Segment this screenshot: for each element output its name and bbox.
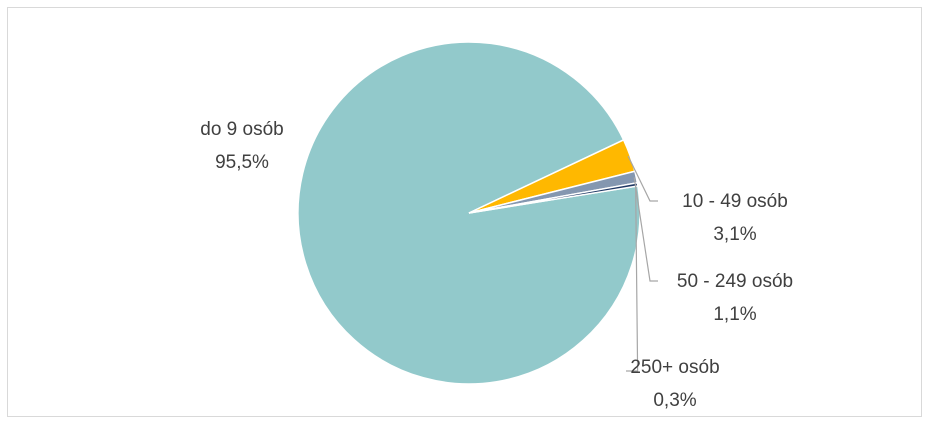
leader-lines [626, 155, 658, 372]
leader-line-4 [626, 184, 639, 372]
slice-value-1: 95,5% [215, 152, 269, 173]
slice-labels: do 9 osób 95,5% 10 - 49 osób 3,1% 50 - 249 o… [200, 119, 793, 411]
slice-value-3: 1,1% [713, 304, 756, 325]
pie-slice-4 [468, 181, 639, 214]
leader-line-2 [627, 155, 658, 202]
slice-value-2: 3,1% [713, 224, 756, 245]
slice-label-2: 10 - 49 osób [682, 191, 788, 212]
slice-label-1: do 9 osób [200, 119, 283, 140]
slice-value-4: 0,3% [653, 390, 696, 411]
leader-line-3 [633, 177, 658, 282]
slice-label-4: 250+ osób [630, 357, 719, 378]
pie-slices [297, 41, 641, 385]
slice-label-3: 50 - 249 osób [677, 271, 793, 292]
chart-frame: do 9 osób 95,5% 10 - 49 osób 3,1% 50 - 249 o… [7, 7, 922, 417]
pie-chart: do 9 osób 95,5% 10 - 49 osób 3,1% 50 - 249 o… [200, 41, 793, 411]
